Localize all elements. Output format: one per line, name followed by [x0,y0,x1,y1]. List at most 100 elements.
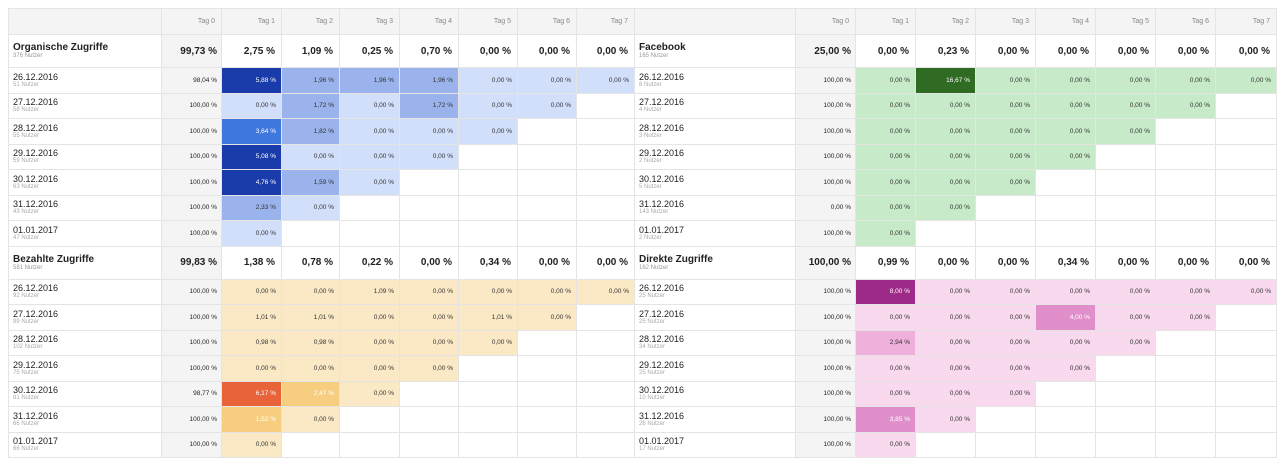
cohort-cell[interactable]: 0,00 % [915,92,976,119]
cohort-cell-tag0[interactable]: 100,00 % [161,92,222,119]
cohort-cell-tag0[interactable]: 100,00 % [161,118,222,145]
cohort-cell[interactable]: 0,00 % [399,355,459,382]
cohort-cell[interactable]: 0,00 % [221,355,282,382]
summary-cell[interactable]: 0,00 % [576,34,635,68]
cohort-cell-tag0[interactable]: 100,00 % [161,143,222,170]
cohort-cell[interactable]: 0,00 % [915,143,976,170]
cohort-cell[interactable]: 0,00 % [458,329,518,356]
cohort-cell[interactable]: 0,00 % [1095,67,1156,94]
cohort-cell[interactable]: 0,00 % [855,194,916,221]
cohort-cell[interactable]: 4,00 % [1035,304,1096,331]
cohort-cell-tag0[interactable]: 100,00 % [161,278,222,305]
cohort-cell[interactable]: 0,00 % [1155,67,1216,94]
cohort-cell[interactable]: 0,00 % [975,92,1036,119]
summary-cell[interactable]: 0,00 % [1155,245,1216,280]
summary-cell[interactable]: 0,99 % [855,245,916,280]
summary-cell[interactable]: 0,25 % [339,34,400,68]
cohort-cell[interactable]: 1,72 % [399,92,459,119]
cohort-cell[interactable]: 0,00 % [339,169,400,196]
cohort-cell[interactable]: 1,96 % [281,67,340,94]
cohort-cell-tag0[interactable]: 0,00 % [795,194,856,221]
cohort-cell-tag0[interactable]: 100,00 % [795,431,856,458]
cohort-cell-tag0[interactable]: 100,00 % [795,118,856,145]
summary-cell[interactable]: 0,00 % [458,34,518,68]
cohort-cell[interactable]: 1,09 % [339,278,400,305]
cohort-cell[interactable]: 0,00 % [399,118,459,145]
cohort-cell[interactable]: 0,00 % [281,406,340,433]
cohort-cell[interactable]: 0,00 % [915,329,976,356]
cohort-cell[interactable]: 1,72 % [281,92,340,119]
cohort-cell[interactable]: 0,00 % [855,304,916,331]
cohort-cell[interactable]: 0,00 % [975,380,1036,407]
cohort-cell[interactable]: 0,00 % [281,355,340,382]
cohort-cell[interactable]: 0,00 % [1095,118,1156,145]
cohort-cell[interactable]: 0,00 % [1215,278,1277,305]
cohort-cell-tag0[interactable]: 100,00 % [161,304,222,331]
cohort-cell[interactable]: 0,00 % [399,143,459,170]
cohort-cell[interactable]: 0,00 % [339,355,400,382]
cohort-cell[interactable]: 5,08 % [221,143,282,170]
cohort-cell[interactable]: 0,00 % [1155,304,1216,331]
cohort-cell-tag0[interactable]: 100,00 % [795,406,856,433]
cohort-cell[interactable]: 0,00 % [855,355,916,382]
cohort-cell[interactable]: 0,00 % [339,329,400,356]
cohort-cell[interactable]: 0,00 % [1095,278,1156,305]
cohort-cell[interactable]: 0,00 % [1035,67,1096,94]
cohort-cell[interactable]: 0,00 % [855,220,916,247]
cohort-cell[interactable]: 2,33 % [221,194,282,221]
cohort-cell[interactable]: 0,00 % [975,143,1036,170]
cohort-cell[interactable]: 0,00 % [915,355,976,382]
cohort-cell[interactable]: 0,98 % [281,329,340,356]
cohort-cell[interactable]: 0,00 % [915,304,976,331]
cohort-cell[interactable]: 2,94 % [855,329,916,356]
cohort-cell[interactable]: 1,01 % [221,304,282,331]
cohort-cell-tag0[interactable]: 100,00 % [795,380,856,407]
cohort-cell[interactable]: 1,01 % [281,304,340,331]
cohort-cell[interactable]: 3,64 % [221,118,282,145]
cohort-cell[interactable]: 0,00 % [399,329,459,356]
summary-cell[interactable]: 0,00 % [975,245,1036,280]
cohort-cell-tag0[interactable]: 100,00 % [161,355,222,382]
summary-cell[interactable]: 0,00 % [855,34,916,68]
cohort-cell[interactable]: 0,00 % [281,278,340,305]
cohort-cell[interactable]: 1,96 % [399,67,459,94]
cohort-cell[interactable]: 0,00 % [458,67,518,94]
cohort-cell[interactable]: 6,17 % [221,380,282,407]
summary-cell[interactable]: 0,22 % [339,245,400,280]
cohort-cell[interactable]: 0,00 % [1035,118,1096,145]
cohort-cell[interactable]: 0,00 % [975,67,1036,94]
cohort-cell[interactable]: 0,00 % [915,406,976,433]
summary-cell[interactable]: 1,38 % [221,245,282,280]
cohort-cell[interactable]: 0,00 % [517,92,577,119]
summary-cell[interactable]: 2,75 % [221,34,282,68]
cohort-cell[interactable]: 0,00 % [975,169,1036,196]
cohort-cell-tag0[interactable]: 100,00 % [795,220,856,247]
cohort-cell[interactable]: 0,00 % [855,169,916,196]
summary-cell[interactable]: 0,00 % [576,245,635,280]
cohort-cell[interactable]: 0,00 % [855,118,916,145]
cohort-cell-tag0[interactable]: 98,04 % [161,67,222,94]
cohort-cell[interactable]: 0,00 % [576,67,635,94]
cohort-cell-tag0[interactable]: 100,00 % [795,278,856,305]
cohort-cell[interactable]: 0,00 % [915,194,976,221]
cohort-cell[interactable]: 1,82 % [281,118,340,145]
cohort-cell-tag0[interactable]: 100,00 % [161,406,222,433]
cohort-cell[interactable]: 0,00 % [1035,355,1096,382]
summary-cell[interactable]: 25,00 % [795,34,856,68]
cohort-cell[interactable]: 0,00 % [458,92,518,119]
cohort-cell[interactable]: 0,00 % [517,304,577,331]
cohort-cell[interactable]: 0,00 % [339,380,400,407]
summary-cell[interactable]: 0,70 % [399,34,459,68]
cohort-cell[interactable]: 0,00 % [1095,304,1156,331]
summary-cell[interactable]: 99,73 % [161,34,222,68]
cohort-cell-tag0[interactable]: 100,00 % [795,67,856,94]
summary-cell[interactable]: 100,00 % [795,245,856,280]
cohort-cell-tag0[interactable]: 100,00 % [795,355,856,382]
summary-cell[interactable]: 0,00 % [517,34,577,68]
cohort-cell[interactable]: 0,98 % [221,329,282,356]
cohort-cell[interactable]: 0,00 % [1215,67,1277,94]
cohort-cell[interactable]: 0,00 % [915,169,976,196]
cohort-cell[interactable]: 0,00 % [1035,329,1096,356]
cohort-cell-tag0[interactable]: 100,00 % [795,329,856,356]
cohort-cell[interactable]: 1,96 % [339,67,400,94]
